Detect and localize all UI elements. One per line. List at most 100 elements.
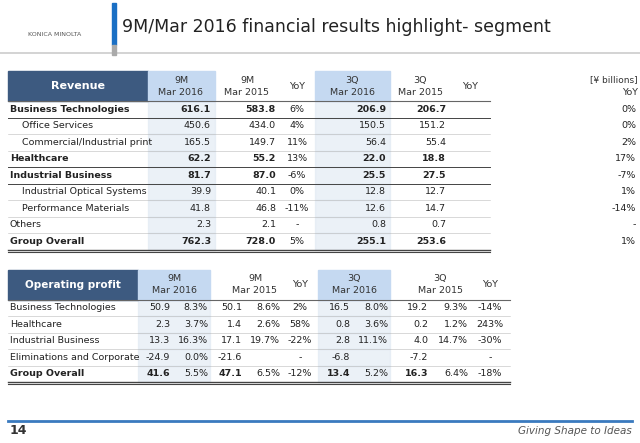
Text: 150.5: 150.5 [359,121,386,130]
Text: 165.5: 165.5 [184,138,211,147]
Bar [148,217,215,233]
Bar [315,217,390,233]
Text: YoY: YoY [292,280,308,289]
Text: 206.7: 206.7 [416,105,446,114]
Bar [148,233,215,249]
Text: 4%: 4% [289,121,305,130]
Text: YoY: YoY [482,280,498,289]
Text: 728.0: 728.0 [246,237,276,246]
Text: 3.7%: 3.7% [184,320,208,329]
Text: YoY: YoY [462,82,478,90]
Text: 206.9: 206.9 [356,105,386,114]
Bar [315,233,390,249]
Text: 5.2%: 5.2% [364,369,388,378]
Text: [¥ billions]: [¥ billions] [590,75,638,85]
Text: 2.1: 2.1 [261,220,276,229]
Text: 87.0: 87.0 [252,171,276,180]
Text: 13.3: 13.3 [148,336,170,345]
Text: 243%: 243% [476,320,504,329]
Text: 14.7%: 14.7% [438,336,468,345]
Text: 9M: 9M [240,75,254,85]
Text: 3Q: 3Q [348,274,361,283]
Bar [318,349,390,365]
Bar [138,316,210,333]
Text: 6.5%: 6.5% [256,369,280,378]
Text: -: - [298,353,301,362]
Text: 19.2: 19.2 [407,303,428,312]
Text: 56.4: 56.4 [365,138,386,147]
Text: 9.3%: 9.3% [444,303,468,312]
Text: 0%: 0% [621,105,636,114]
Text: Industrial Business: Industrial Business [10,336,99,345]
Text: 450.6: 450.6 [184,121,211,130]
Text: Operating profit: Operating profit [25,280,121,289]
Text: 13%: 13% [287,154,308,163]
Text: 762.3: 762.3 [181,237,211,246]
Text: 40.1: 40.1 [255,187,276,196]
Text: 0%: 0% [289,187,305,196]
Text: 2.3: 2.3 [196,220,211,229]
Bar [138,299,210,316]
Text: 18.8: 18.8 [422,154,446,163]
Text: -24.9: -24.9 [146,353,170,362]
Text: 434.0: 434.0 [249,121,276,130]
Bar [112,3,116,45]
Text: Business Technologies: Business Technologies [10,303,116,312]
Text: 253.6: 253.6 [416,237,446,246]
Bar [315,183,390,200]
Text: Mar 2016: Mar 2016 [152,286,196,295]
Text: -6.8: -6.8 [332,353,350,362]
Text: Giving Shape to Ideas: Giving Shape to Ideas [518,426,632,436]
Text: 17%: 17% [615,154,636,163]
Text: -18%: -18% [478,369,502,378]
Text: 8.0%: 8.0% [364,303,388,312]
Text: 16.5: 16.5 [329,303,350,312]
Bar [148,200,215,217]
Text: 0.8: 0.8 [371,220,386,229]
Text: KONICA MINOLTA: KONICA MINOLTA [28,32,82,37]
Bar [318,333,390,349]
Text: 0.2: 0.2 [413,320,428,329]
Text: 2%: 2% [621,138,636,147]
Text: 8.3%: 8.3% [184,303,208,312]
Text: -22%: -22% [288,336,312,345]
Text: 583.8: 583.8 [246,105,276,114]
Text: 9M/Mar 2016 financial results highlight- segment: 9M/Mar 2016 financial results highlight-… [122,18,551,36]
Bar [148,71,215,101]
Text: 9M: 9M [174,75,188,85]
Text: Mar 2015: Mar 2015 [232,286,278,295]
Bar [138,365,210,382]
Text: 55.4: 55.4 [425,138,446,147]
Text: 5.5%: 5.5% [184,369,208,378]
Text: 9M: 9M [167,274,181,283]
Text: 9M: 9M [248,274,262,283]
Text: 2.6%: 2.6% [256,320,280,329]
Bar [138,349,210,365]
Text: -: - [488,353,492,362]
Bar [148,134,215,151]
Bar [318,269,390,299]
Bar [318,299,390,316]
Text: Industrial Business: Industrial Business [10,171,112,180]
Text: -30%: -30% [477,336,502,345]
Text: 149.7: 149.7 [249,138,276,147]
Text: 47.1: 47.1 [218,369,242,378]
Text: -14%: -14% [612,204,636,213]
Text: 151.2: 151.2 [419,121,446,130]
Bar [148,183,215,200]
Text: 3Q: 3Q [433,274,447,283]
Text: 12.8: 12.8 [365,187,386,196]
Text: 3Q: 3Q [413,75,427,85]
Text: Performance Materials: Performance Materials [22,204,129,213]
Text: 0.0%: 0.0% [184,353,208,362]
Text: Mar 2015: Mar 2015 [225,88,269,97]
Bar [315,200,390,217]
Text: 22.0: 22.0 [362,154,386,163]
Text: 3Q: 3Q [345,75,359,85]
Text: 1%: 1% [621,187,636,196]
Text: Industrial Optical Systems: Industrial Optical Systems [22,187,147,196]
Text: 41.8: 41.8 [190,204,211,213]
Text: 19.7%: 19.7% [250,336,280,345]
Text: -21.6: -21.6 [218,353,242,362]
Text: Office Services: Office Services [22,121,93,130]
